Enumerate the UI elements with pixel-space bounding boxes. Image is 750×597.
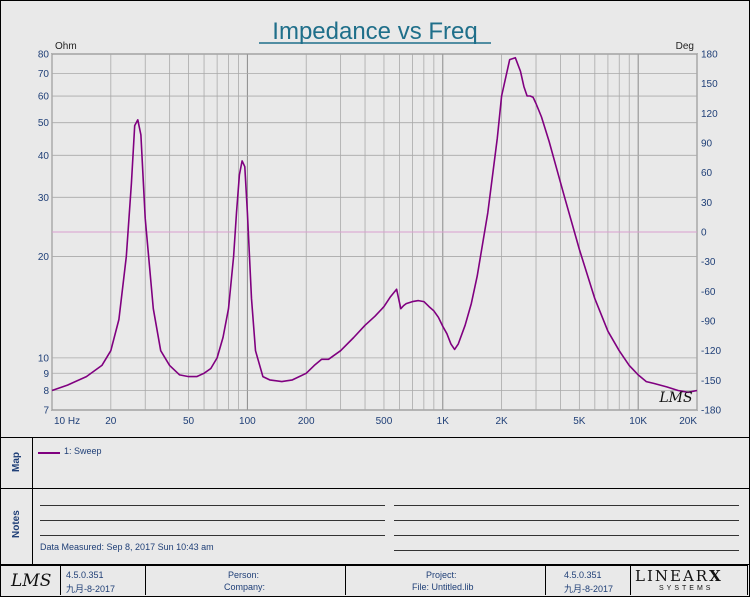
y-right-tick-label: -30 [701,257,716,268]
y-left-tick-label: 8 [43,386,49,397]
y-right-tick-label: -60 [701,287,716,298]
notes-panel [0,488,750,565]
note-line [394,520,739,521]
notes-side-tab [0,488,33,565]
y-right-tick-label: -180 [701,406,721,417]
x-tick-label: 500 [376,416,393,427]
footer-logo-cell: LMS [0,565,60,595]
series-layer [51,56,698,394]
y-right-tick-label: 90 [701,139,713,150]
x-tick-label: 100 [239,416,256,427]
x-tick-label: 10 Hz [54,416,80,427]
impedance-chart: 10 Hz 20 50 100 200 500 1K 2K 5K 10K 20K8070605040… [38,18,722,428]
note-line [394,550,739,551]
note-line [40,505,385,506]
x-tick-label: 2K [495,416,508,427]
date-left: 九月-8-2017 [66,584,116,594]
y-left-tick-label: 80 [38,50,50,61]
chart-title: Impedance vs Freq [272,18,477,45]
note-line [394,505,739,506]
lms-logo: LMS [11,571,52,591]
file-label: File: Untitled.lib [412,582,474,592]
y-left-tick-label: 40 [38,151,50,162]
y-right-tick-label: 60 [701,168,713,179]
legend-side-tab [0,437,33,489]
tick-labels: 10 Hz 20 50 100 200 500 1K 2K 5K 10K 20K8070605040… [38,50,722,428]
footer-project-cell: Project: File: Untitled.lib [345,565,545,595]
project-label: Project: [426,570,457,580]
y-left-tick-label: 10 [38,353,50,364]
x-tick-label: 10K [629,416,647,427]
note-line [40,535,385,536]
map-label: Map [11,452,22,472]
brand-sub: SYSTEMS [659,585,714,592]
y-right-tick-label: 30 [701,198,713,209]
y-left-tick-label: 30 [38,193,50,204]
footer-version-right-cell: 4.5.0.351 九月-8-2017 [545,565,630,595]
right-unit-label: Deg [676,41,694,52]
footer-person-cell: Person: Company: [145,565,345,595]
watermark-logo: LMS [658,390,692,406]
y-left-tick-label: 20 [38,252,50,263]
y-left-tick-label: 9 [43,369,49,380]
y-right-tick-label: 120 [701,109,718,120]
footer-brand-cell: LINEARX SYSTEMS [630,565,748,595]
footer-version-cell: 4.5.0.351 九月-8-2017 [60,565,145,595]
y-left-tick-label: 7 [43,406,49,417]
note-line [394,535,739,536]
brand-linear: LINEAR [635,567,710,585]
y-left-tick-label: 50 [38,118,50,129]
person-label: Person: [228,570,260,580]
y-left-tick-label: 70 [38,69,50,80]
legend-entry: 1: Sweep [64,446,102,456]
y-left-tick-label: 60 [38,92,50,103]
version-right: 4.5.0.351 [564,570,602,580]
y-right-tick-label: 0 [701,228,707,239]
y-right-tick-label: 180 [701,50,718,61]
x-tick-label: 5K [573,416,586,427]
x-tick-label: 20 [105,416,117,427]
y-right-tick-label: 150 [701,79,718,90]
y-right-tick-label: -90 [701,317,716,328]
company-label: Company: [224,582,266,592]
notes-label: Notes [11,510,22,538]
legend-panel [0,437,750,489]
legend-swatch [38,452,60,454]
x-tick-label: 200 [298,416,315,427]
left-unit-label: Ohm [55,41,77,52]
y-right-tick-label: -150 [701,376,721,387]
brand-x: X [709,567,723,585]
date-right: 九月-8-2017 [564,584,614,594]
x-tick-label: 50 [183,416,195,427]
x-tick-label: 1K [437,416,450,427]
data-measured-text: Data Measured: Sep 8, 2017 Sun 10:43 am [40,542,214,552]
version-left: 4.5.0.351 [66,570,104,580]
series-line-sweep [51,56,698,394]
note-line [40,520,385,521]
brand-name: LINEARX [635,567,723,585]
y-right-tick-label: -120 [701,346,721,357]
x-tick-label: 20K [679,416,697,427]
